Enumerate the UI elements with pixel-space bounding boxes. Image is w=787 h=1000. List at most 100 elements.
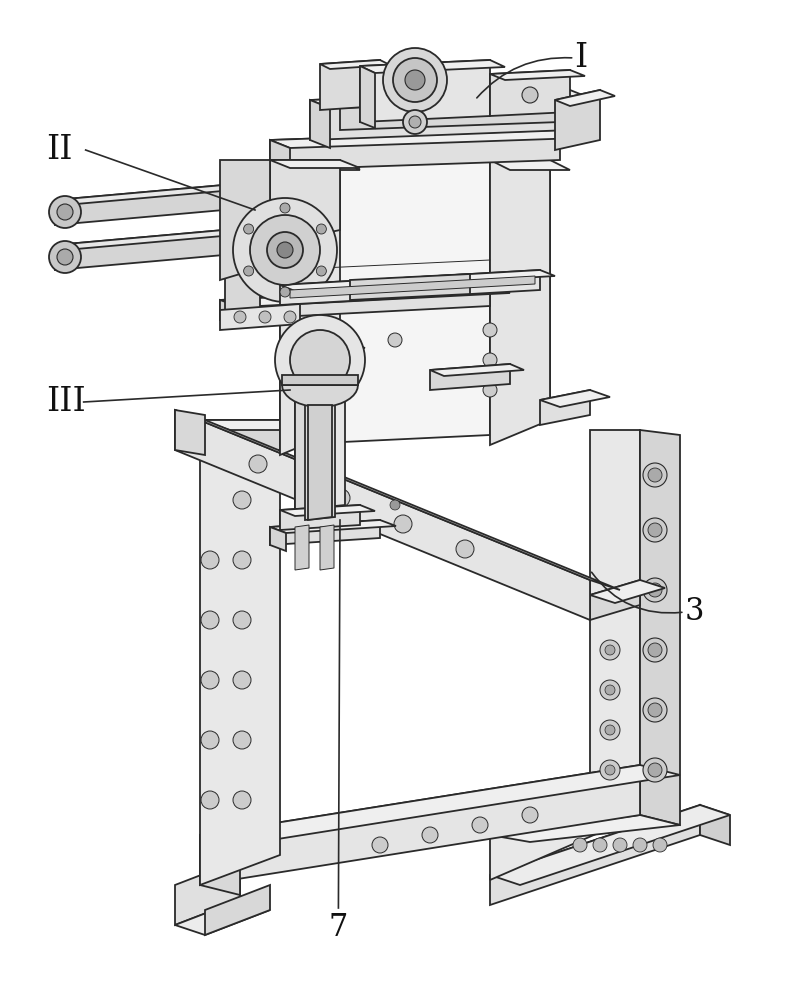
Polygon shape — [280, 505, 360, 530]
Circle shape — [49, 241, 81, 273]
Circle shape — [49, 196, 81, 228]
Circle shape — [388, 333, 402, 347]
Circle shape — [201, 551, 219, 569]
Polygon shape — [175, 410, 590, 620]
Circle shape — [522, 87, 538, 103]
Circle shape — [643, 638, 667, 662]
Text: I: I — [575, 42, 588, 74]
Polygon shape — [490, 430, 640, 880]
Polygon shape — [360, 66, 375, 128]
Polygon shape — [175, 900, 270, 935]
Polygon shape — [430, 364, 510, 390]
Circle shape — [653, 838, 667, 852]
Polygon shape — [200, 765, 640, 885]
Polygon shape — [360, 60, 505, 73]
Polygon shape — [320, 60, 380, 110]
Polygon shape — [200, 420, 310, 430]
Circle shape — [372, 837, 388, 853]
Circle shape — [403, 110, 427, 134]
Polygon shape — [225, 240, 260, 320]
Polygon shape — [295, 340, 345, 510]
Circle shape — [233, 198, 337, 302]
Circle shape — [643, 463, 667, 487]
Circle shape — [472, 817, 488, 833]
Polygon shape — [320, 60, 390, 69]
Polygon shape — [270, 160, 360, 168]
Circle shape — [483, 323, 497, 337]
Polygon shape — [55, 180, 280, 225]
Circle shape — [233, 671, 251, 689]
Polygon shape — [270, 520, 396, 533]
Circle shape — [234, 311, 246, 323]
Polygon shape — [200, 835, 240, 895]
Polygon shape — [282, 375, 358, 385]
Polygon shape — [220, 304, 300, 330]
Polygon shape — [220, 286, 490, 320]
Circle shape — [201, 791, 219, 809]
Polygon shape — [270, 130, 580, 148]
Circle shape — [422, 827, 438, 843]
Polygon shape — [590, 580, 665, 603]
Circle shape — [201, 671, 219, 689]
Polygon shape — [700, 805, 730, 845]
Polygon shape — [490, 805, 730, 885]
Polygon shape — [270, 160, 340, 245]
Circle shape — [233, 791, 251, 809]
Polygon shape — [290, 276, 535, 298]
Polygon shape — [295, 340, 315, 517]
Circle shape — [643, 518, 667, 542]
Polygon shape — [200, 420, 280, 450]
Circle shape — [648, 643, 662, 657]
Polygon shape — [320, 525, 334, 570]
Polygon shape — [555, 90, 600, 150]
Polygon shape — [220, 160, 270, 280]
Polygon shape — [270, 140, 290, 178]
Circle shape — [284, 311, 296, 323]
Circle shape — [393, 58, 437, 102]
Circle shape — [648, 703, 662, 717]
Circle shape — [280, 287, 290, 297]
Circle shape — [267, 232, 303, 268]
Circle shape — [201, 611, 219, 629]
Circle shape — [390, 500, 400, 510]
Circle shape — [244, 266, 253, 276]
Polygon shape — [295, 525, 309, 570]
Circle shape — [605, 685, 615, 695]
Circle shape — [605, 765, 615, 775]
Polygon shape — [220, 286, 510, 307]
Polygon shape — [310, 90, 590, 108]
Polygon shape — [340, 100, 560, 130]
Circle shape — [244, 224, 253, 234]
Polygon shape — [360, 60, 490, 122]
Polygon shape — [490, 805, 700, 905]
Circle shape — [290, 330, 350, 390]
Polygon shape — [350, 274, 470, 300]
Circle shape — [249, 455, 267, 473]
Polygon shape — [55, 180, 290, 205]
Circle shape — [648, 523, 662, 537]
Circle shape — [633, 838, 647, 852]
Circle shape — [316, 266, 327, 276]
Circle shape — [316, 224, 327, 234]
Circle shape — [613, 838, 627, 852]
Polygon shape — [280, 160, 490, 445]
Circle shape — [522, 807, 538, 823]
Circle shape — [201, 731, 219, 749]
Polygon shape — [308, 405, 332, 520]
Polygon shape — [282, 385, 358, 407]
Polygon shape — [490, 70, 585, 80]
Polygon shape — [280, 160, 360, 170]
Circle shape — [483, 383, 497, 397]
Polygon shape — [280, 270, 540, 305]
Circle shape — [275, 315, 365, 405]
Circle shape — [280, 203, 290, 213]
Polygon shape — [490, 160, 550, 445]
Polygon shape — [55, 225, 280, 270]
Polygon shape — [540, 390, 590, 425]
Polygon shape — [205, 885, 270, 935]
Text: II: II — [46, 134, 72, 166]
Circle shape — [605, 645, 615, 655]
Polygon shape — [280, 270, 555, 291]
Text: 7: 7 — [329, 912, 348, 944]
Circle shape — [648, 583, 662, 597]
